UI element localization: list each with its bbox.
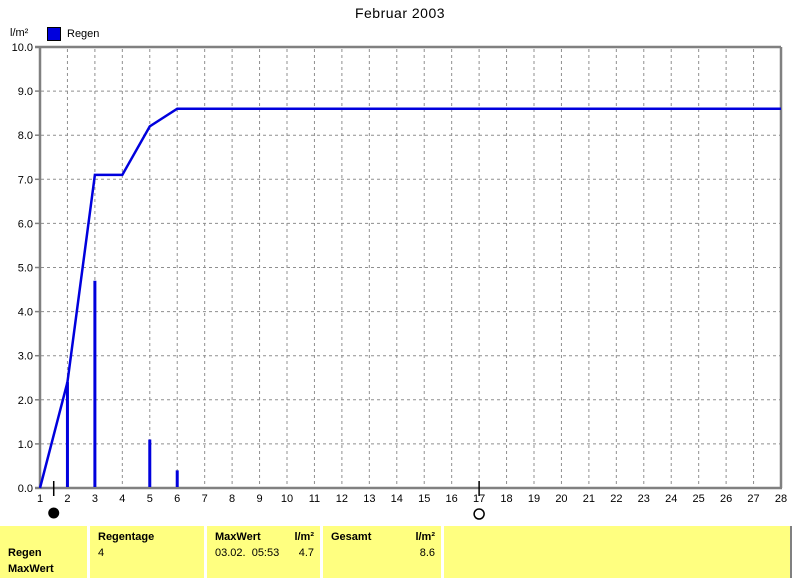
spacer-row [8,529,81,545]
x-tick-label: 2 [64,493,70,505]
table-cell-regentage[interactable]: Regentage 4 [90,526,204,578]
maxwert-value: 4.7 [298,547,314,559]
table-cell-maxwert[interactable]: MaxWert l/m² 03.02. 05:53 4.7 [207,526,320,578]
x-tick-label: 7 [202,493,208,505]
x-tick-label: 6 [174,493,180,505]
x-tick-label: 1 [37,493,43,505]
gesamt-unit: l/m² [415,531,435,543]
legend-series-label: Regen [67,28,100,40]
y-tick-label: 1.0 [18,439,33,451]
table-right-border [790,526,792,578]
regentage-header: Regentage [98,531,155,543]
legend-color-swatch [47,27,61,41]
x-tick-label: 22 [610,493,622,505]
y-tick-label: 6.0 [18,218,33,230]
y-tick-label: 2.0 [18,395,33,407]
maxwert-datetime: 03.02. 05:53 [215,547,280,559]
y-tick-label: 3.0 [18,351,33,363]
regentage-value: 4 [98,547,105,559]
x-tick-label: 15 [418,493,430,505]
x-tick-label: 26 [720,493,732,505]
gesamt-value: 8.6 [419,547,435,559]
y-tick-label: 4.0 [18,307,33,319]
x-tick-label: 14 [391,493,403,505]
x-tick-label: 24 [665,493,677,505]
new-moon-icon [48,507,60,519]
legend: Regen [47,27,99,41]
maxwert-unit: l/m² [294,531,314,543]
series-sublabel: MaxWert [8,563,54,575]
x-tick-label: 12 [336,493,348,505]
x-tick-label: 18 [500,493,512,505]
y-tick-label: 10.0 [12,42,33,54]
x-tick-label: 9 [256,493,262,505]
chart-title: Februar 2003 [354,5,446,21]
y-tick-label: 0.0 [18,483,33,495]
y-axis-unit-label: l/m² [10,27,29,39]
x-tick-label: 21 [583,493,595,505]
maxwert-header: MaxWert [215,531,261,543]
full-moon-icon [473,508,485,520]
y-tick-label: 5.0 [18,263,33,275]
x-tick-label: 10 [281,493,293,505]
x-tick-label: 28 [775,493,787,505]
x-tick-label: 27 [747,493,759,505]
cumulative-rain-line [38,107,781,489]
x-tick-label: 5 [147,493,153,505]
x-tick-label: 25 [693,493,705,505]
x-tick-label: 4 [119,493,125,505]
y-tick-label: 8.0 [18,130,33,142]
x-tick-label: 17 [473,493,485,505]
x-tick-label: 3 [92,493,98,505]
y-tick-label: 7.0 [18,174,33,186]
table-cell-empty[interactable] [444,526,790,578]
gesamt-header: Gesamt [331,531,372,543]
table-cell-series[interactable]: Regen MaxWert [0,526,87,578]
x-tick-label: 20 [555,493,567,505]
x-tick-label: 13 [363,493,375,505]
x-tick-label: 19 [528,493,540,505]
y-tick-label: 9.0 [18,86,33,98]
rain-chart: 0.01.02.03.04.05.06.07.08.09.010.01 2 3 4 5 6… [12,42,787,520]
x-tick-label: 16 [446,493,458,505]
table-cell-gesamt[interactable]: Gesamt l/m² 8.6 [323,526,441,578]
x-tick-label: 23 [638,493,650,505]
series-label: Regen [8,547,42,559]
x-tick-label: 8 [229,493,235,505]
x-tick-label: 11 [309,493,320,505]
